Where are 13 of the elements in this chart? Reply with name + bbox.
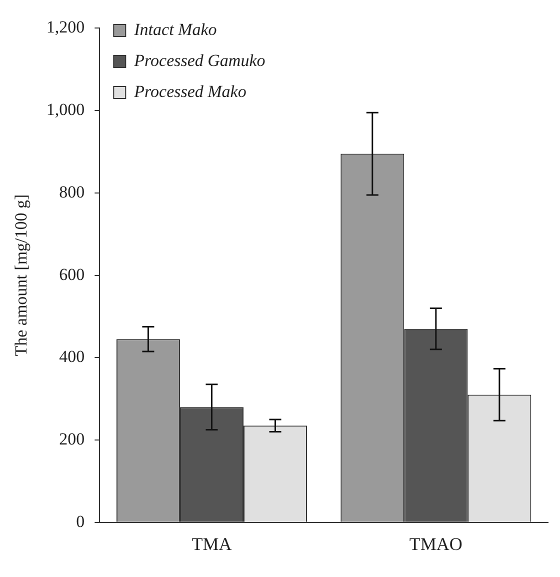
y-tick-label: 1,000 — [46, 100, 85, 120]
y-tick-label: 1,200 — [46, 18, 85, 37]
x-tick-label: TMAO — [409, 534, 462, 554]
y-tick-label: 600 — [59, 264, 85, 284]
x-tick-label: TMA — [192, 534, 232, 554]
legend-label: Processed Mako — [133, 82, 246, 101]
y-tick-label: 400 — [59, 347, 85, 366]
y-axis-title: The amount [mg/100 g] — [12, 194, 31, 356]
y-tick-label: 0 — [76, 512, 85, 531]
y-tick-label: 200 — [59, 430, 85, 448]
legend-label: Intact Mako — [133, 20, 217, 39]
legend-label: Processed Gamuko — [133, 50, 266, 70]
y-tick-label: 800 — [59, 182, 85, 202]
